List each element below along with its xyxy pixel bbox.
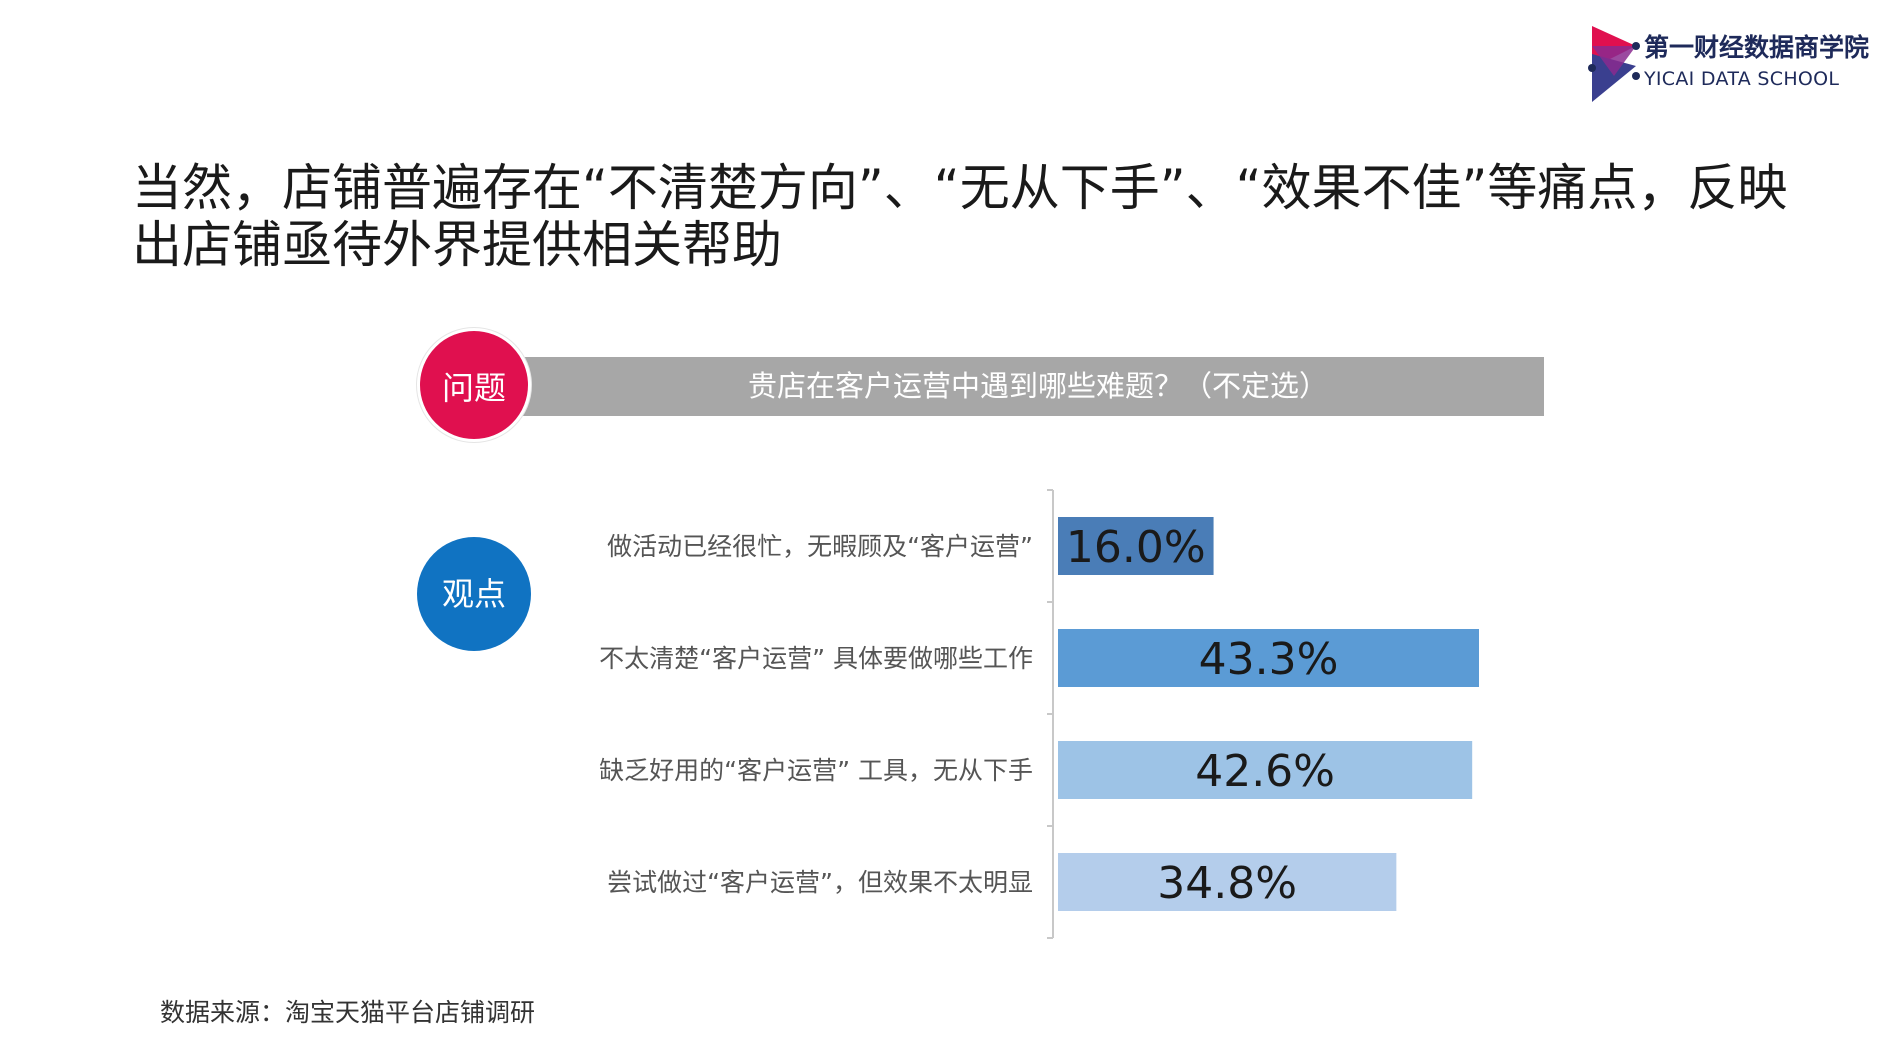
bar-value-label: 34.8% [1157,858,1297,909]
question-text: 贵店在客户运营中遇到哪些难题？（不定选） [522,357,1544,416]
category-label: 缺乏好用的“客户运营” 工具，无从下手 [599,756,1033,785]
data-source: 数据来源：淘宝天猫平台店铺调研 [160,998,536,1027]
bar-value-label: 42.6% [1195,746,1335,797]
logo-mark-icon [1588,26,1640,102]
category-label: 尝试做过“客户运营”，但效果不太明显 [607,868,1033,897]
viewpoint-badge: 观点 [417,537,531,651]
bar-value-label: 43.3% [1199,634,1339,685]
question-badge: 问题 [417,328,531,442]
bar [1058,853,1397,911]
page-title: 当然，店铺普遍存在“不清楚方向”、“无从下手”、“效果不佳”等痛点，反映出店铺亟… [132,159,1788,274]
logo-name-en: YICAI DATA SCHOOL [1644,68,1840,90]
bar [1058,517,1214,575]
logo: 第一财经数据商学院 YICAI DATA SCHOOL [1588,22,1878,106]
bar [1058,629,1479,687]
category-label: 做活动已经很忙，无暇顾及“客户运营” [607,532,1033,561]
category-label: 不太清楚“客户运营” 具体要做哪些工作 [599,644,1033,673]
bar [1058,741,1473,799]
bar-value-label: 16.0% [1066,522,1206,573]
logo-name-cn: 第一财经数据商学院 [1644,33,1870,62]
